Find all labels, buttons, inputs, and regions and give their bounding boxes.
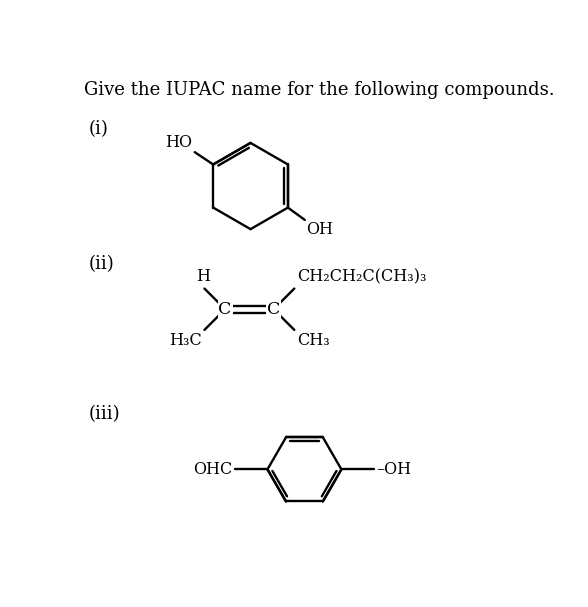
Text: CH₂CH₂C(CH₃)₃: CH₂CH₂C(CH₃)₃ xyxy=(296,268,426,285)
Text: OHC: OHC xyxy=(193,461,233,478)
Text: Give the IUPAC name for the following compounds.: Give the IUPAC name for the following co… xyxy=(84,81,555,98)
Text: C: C xyxy=(218,300,232,317)
Text: (ii): (ii) xyxy=(89,256,115,273)
Text: –OH: –OH xyxy=(376,461,411,478)
Text: HO: HO xyxy=(165,134,192,151)
Text: CH₃: CH₃ xyxy=(296,332,329,349)
Text: H₃C: H₃C xyxy=(169,332,202,349)
Text: (iii): (iii) xyxy=(89,405,121,424)
Text: H: H xyxy=(196,268,210,285)
Text: OH: OH xyxy=(306,222,333,239)
Text: (i): (i) xyxy=(89,120,109,138)
Text: C: C xyxy=(267,300,280,317)
